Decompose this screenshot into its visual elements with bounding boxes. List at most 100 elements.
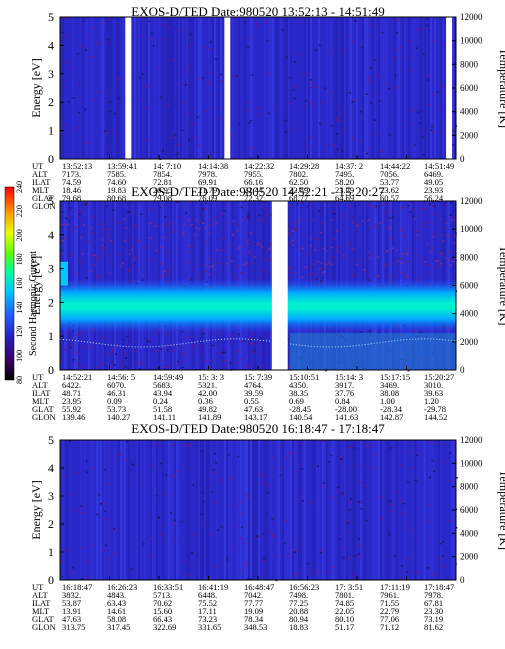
- noise-speck: [364, 444, 367, 447]
- noise-speck: [333, 212, 336, 215]
- orbit-cell: 20.88: [289, 606, 308, 616]
- noise-speck: [130, 568, 133, 571]
- noise-speck: [400, 229, 403, 232]
- streak: [354, 440, 356, 580]
- orbit-cell: 70.62: [153, 598, 172, 608]
- noise-speck: [142, 274, 145, 277]
- noise-speck: [104, 228, 106, 230]
- noise-speck: [101, 364, 103, 366]
- noise-speck: [210, 359, 213, 362]
- noise-speck: [186, 445, 189, 447]
- noise-speck: [122, 239, 125, 241]
- data-gap: [271, 201, 288, 370]
- left-tick-label: 3: [48, 262, 54, 276]
- noise-speck: [132, 236, 135, 239]
- orbit-cell: 78.34: [244, 614, 264, 624]
- noise-speck: [145, 107, 148, 110]
- noise-speck: [250, 362, 253, 365]
- orbit-cell: 73.19: [424, 614, 443, 624]
- noise-speck: [214, 216, 216, 218]
- noise-speck: [302, 73, 305, 76]
- streak: [396, 440, 398, 580]
- streak: [338, 440, 340, 580]
- noise-speck: [77, 210, 80, 213]
- orbit-cell: 46.31: [107, 388, 126, 398]
- noise-speck: [287, 338, 290, 340]
- noise-speck: [191, 552, 193, 554]
- y-axis-label-left: Energy [eV]: [29, 58, 43, 117]
- noise-speck: [70, 68, 73, 70]
- noise-speck: [98, 255, 101, 258]
- noise-speck: [299, 18, 302, 20]
- right-tick-label: 12000: [460, 12, 483, 22]
- streak: [386, 17, 388, 159]
- noise-speck: [239, 358, 242, 360]
- noise-speck: [414, 109, 417, 111]
- left-edge-feature: [60, 261, 68, 286]
- noise-speck: [178, 345, 181, 348]
- noise-speck: [405, 247, 408, 249]
- noise-speck: [421, 136, 424, 138]
- noise-speck: [258, 473, 261, 475]
- streak: [376, 440, 378, 580]
- streak: [334, 17, 336, 159]
- noise-speck: [284, 119, 287, 122]
- streak: [288, 17, 290, 159]
- noise-speck: [87, 36, 90, 38]
- noise-speck: [163, 225, 166, 227]
- streak: [344, 17, 346, 159]
- noise-speck: [103, 550, 105, 552]
- streak: [348, 17, 350, 159]
- noise-speck: [181, 129, 184, 132]
- noise-speck: [383, 264, 386, 266]
- noise-speck: [215, 58, 218, 60]
- noise-speck: [95, 91, 98, 93]
- noise-speck: [115, 344, 118, 347]
- streak: [168, 17, 170, 159]
- noise-speck: [438, 557, 441, 559]
- orbit-cell: 68.77: [289, 193, 308, 203]
- noise-speck: [369, 227, 372, 229]
- noise-speck: [343, 255, 346, 257]
- noise-speck: [359, 545, 362, 547]
- noise-speck: [130, 248, 133, 251]
- noise-speck: [93, 254, 96, 256]
- noise-speck: [340, 458, 343, 460]
- noise-speck: [104, 518, 107, 520]
- noise-speck: [291, 452, 294, 454]
- noise-speck: [190, 564, 193, 566]
- orbit-cell: 7854.: [153, 169, 172, 179]
- noise-speck: [76, 52, 79, 55]
- noise-speck: [100, 239, 103, 241]
- noise-speck: [218, 352, 221, 354]
- noise-speck: [433, 205, 436, 207]
- right-tick-label: 6000: [460, 83, 479, 93]
- orbit-cell: 15:20:27: [424, 372, 454, 382]
- noise-speck: [108, 19, 111, 21]
- streak: [382, 17, 384, 159]
- noise-speck: [190, 336, 193, 338]
- noise-speck: [404, 276, 407, 278]
- orbit-cell: 3832.: [62, 590, 81, 600]
- streak: [300, 440, 302, 580]
- noise-speck: [350, 215, 353, 218]
- streak: [438, 440, 440, 580]
- right-tick-label: 6000: [460, 281, 479, 291]
- noise-speck: [62, 560, 65, 562]
- noise-speck: [262, 482, 264, 484]
- noise-speck: [448, 479, 451, 482]
- orbit-cell: 7801.: [335, 590, 354, 600]
- noise-speck: [237, 248, 240, 250]
- streak: [140, 17, 142, 159]
- orbit-cell: 140.27: [107, 412, 130, 422]
- noise-speck: [216, 107, 218, 110]
- noise-speck: [111, 347, 114, 350]
- noise-speck: [449, 202, 452, 204]
- noise-speck: [196, 116, 199, 118]
- orbit-cell: 69.91: [198, 177, 217, 187]
- noise-speck: [434, 442, 437, 444]
- streak: [276, 440, 278, 580]
- noise-speck: [91, 215, 94, 218]
- noise-speck: [360, 111, 363, 113]
